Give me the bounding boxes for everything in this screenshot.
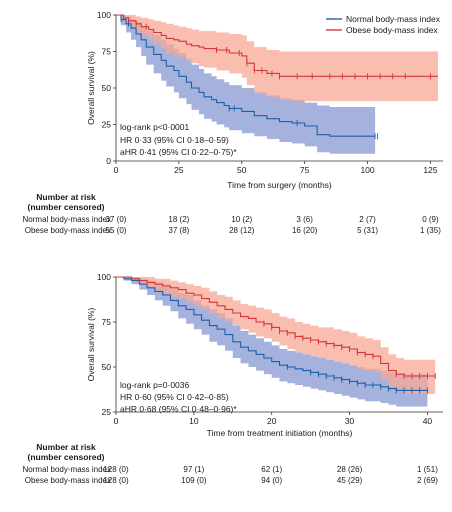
legend-label: Obese body-mass index: [346, 25, 438, 35]
y-axis-label: Overall survival (%): [86, 307, 96, 381]
y-tick-label: 75: [102, 47, 112, 57]
risk-table-header: Number at risk: [36, 192, 96, 202]
x-tick-label: 75: [300, 165, 310, 175]
risk-cell: 1 (35): [420, 226, 441, 235]
risk-cell: 45 (29): [337, 476, 363, 485]
obese-censor-marks: [123, 14, 431, 80]
x-tick-label: 125: [423, 165, 437, 175]
risk-cell: 3 (6): [296, 215, 313, 224]
y-tick-label: 50: [102, 362, 112, 372]
risk-cell: 55 (0): [106, 226, 127, 235]
x-tick-label: 100: [360, 165, 374, 175]
x-axis-label: Time from surgery (months): [227, 180, 332, 190]
risk-cell: 128 (0): [103, 465, 129, 474]
chart-1: 0 25 50 75 100 0 25 50 75 100 125 Time from surgery…: [23, 10, 443, 235]
risk-cell: 2 (69): [417, 476, 438, 485]
stat-annotation: log-rank p=0·0036: [120, 380, 190, 390]
normal-survival-line: [116, 276, 428, 391]
risk-table: Number at risk(number censored) Normal bo…: [23, 442, 439, 485]
x-tick-label: 10: [189, 416, 199, 426]
y-tick-label: 25: [102, 120, 112, 130]
obese-ci-band: [116, 15, 438, 102]
y-tick-label: 0: [106, 156, 111, 166]
risk-cell: 97 (1): [183, 465, 204, 474]
y-tick-label: 100: [97, 272, 111, 282]
risk-cell: 28 (12): [229, 226, 255, 235]
stat-annotation: HR 0·60 (95% CI 0·42–0·85): [120, 392, 229, 402]
stat-annotation: aHR 0·41 (95% CI 0·22–0·75)*: [120, 147, 237, 157]
risk-cell: 5 (31): [357, 226, 378, 235]
risk-cell: 62 (1): [261, 465, 282, 474]
stat-annotation: log-rank p<0·0001: [120, 122, 190, 132]
risk-cell: 10 (2): [231, 215, 252, 224]
risk-table-header: Number at risk: [36, 442, 96, 452]
x-tick-label: 20: [267, 416, 277, 426]
y-axis-label: Overall survival (%): [86, 51, 96, 125]
risk-cell: 18 (2): [168, 215, 189, 224]
risk-row-label: Obese body-mass index: [25, 476, 111, 485]
normal-survival-line: [116, 14, 376, 137]
x-tick-label: 25: [174, 165, 184, 175]
risk-cell: 16 (20): [292, 226, 318, 235]
x-tick-label: 40: [423, 416, 433, 426]
x-tick-label: 30: [345, 416, 355, 426]
risk-cell: 0 (9): [422, 215, 439, 224]
x-tick-label: 0: [114, 416, 119, 426]
risk-table-header: (number censored): [28, 452, 105, 462]
x-axis-label: Time from treatment initiation (months): [207, 428, 353, 438]
normal-censor-marks: [120, 16, 379, 140]
risk-table-header: (number censored): [28, 202, 105, 212]
risk-cell: 37 (0): [106, 215, 127, 224]
stat-annotation: HR 0·33 (95% CI 0·18–0·59): [120, 135, 229, 145]
obese-ci-band: [116, 277, 436, 394]
risk-cell: 128 (0): [103, 476, 129, 485]
risk-cell: 109 (0): [181, 476, 207, 485]
chart-2: 25 50 75 100 0 10 20 30 40 Time from treatment in…: [23, 272, 443, 485]
risk-cell: 2 (7): [359, 215, 376, 224]
x-tick-label: 50: [237, 165, 247, 175]
y-tick-label: 75: [102, 317, 112, 327]
x-tick-label: 0: [114, 165, 119, 175]
risk-cell: 28 (26): [337, 465, 363, 474]
y-tick-label: 25: [102, 407, 112, 417]
normal-censor-marks: [286, 364, 428, 394]
risk-table: Number at risk(number censored) Normal bo…: [23, 192, 442, 235]
risk-cell: 37 (8): [168, 226, 189, 235]
risk-cell: 1 (51): [417, 465, 438, 474]
risk-row-label: Normal body-mass index: [23, 215, 111, 224]
risk-row-label: Obese body-mass index: [25, 226, 111, 235]
risk-row-label: Normal body-mass index: [23, 465, 111, 474]
obese-censor-marks: [263, 320, 436, 379]
risk-cell: 94 (0): [261, 476, 282, 485]
y-tick-label: 50: [102, 83, 112, 93]
stat-annotation: aHR 0·68 (95% CI 0·48–0·96)*: [120, 404, 237, 414]
legend-label: Normal body-mass index: [346, 14, 441, 24]
normal-ci-band: [116, 15, 376, 154]
y-tick-label: 100: [97, 10, 111, 20]
